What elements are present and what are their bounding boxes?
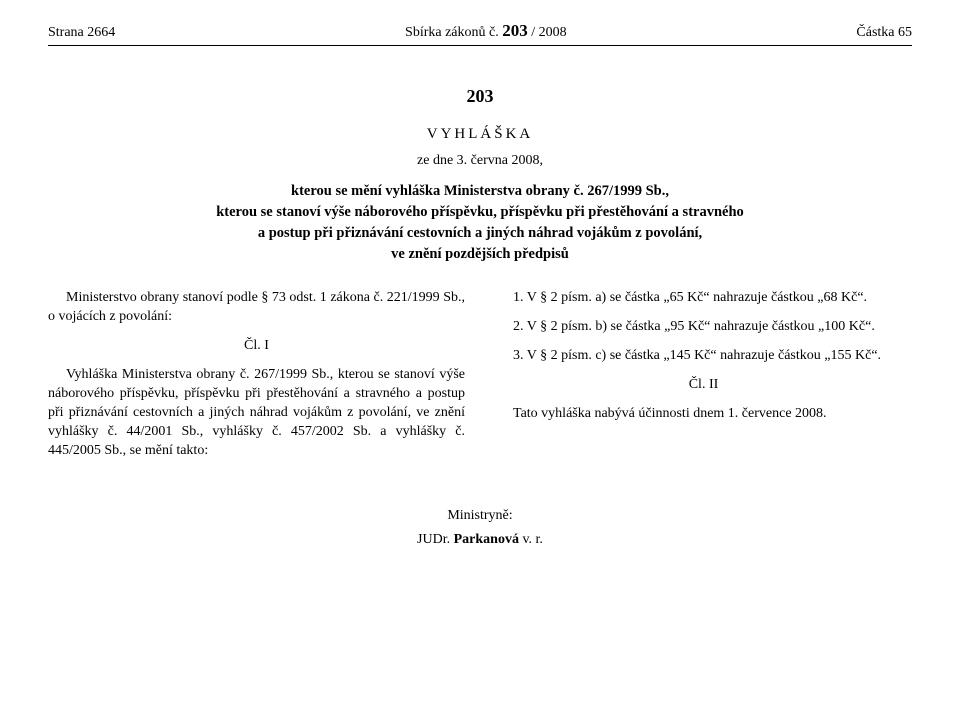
doc-title-line1: kterou se mění vyhláška Ministerstva obr… <box>90 181 870 202</box>
left-p1: Ministerstvo obrany stanoví podle § 73 o… <box>48 289 465 327</box>
right-p3: 3. V § 2 písm. c) se částka „145 Kč“ nah… <box>495 347 912 366</box>
header-right-label: Částka <box>856 25 894 40</box>
signature-name-prefix: JUDr. <box>417 532 454 547</box>
doc-title-line4: ve znění pozdějších předpisů <box>90 244 870 265</box>
header-left-page: 2664 <box>87 25 115 40</box>
doc-title-line2: kterou se stanoví výše náborového příspě… <box>90 202 870 223</box>
signature-name-suffix: v. r. <box>519 532 543 547</box>
right-p4: Tato vyhláška nabývá účinnosti dnem 1. č… <box>495 405 912 424</box>
header-left: Strana 2664 <box>48 24 115 43</box>
header-center: Sbírka zákonů č. 203 / 2008 <box>405 20 567 43</box>
doc-title-line3: a postup při přiznávání cestovních a jin… <box>90 223 870 244</box>
signature-name-bold: Parkanová <box>454 532 519 547</box>
header-right-num: 65 <box>898 25 912 40</box>
header-center-prefix: Sbírka zákonů č. <box>405 25 499 40</box>
doc-number: 203 <box>48 84 912 108</box>
signature-name: JUDr. Parkanová v. r. <box>48 531 912 550</box>
article-2-header: Čl. II <box>495 376 912 395</box>
header-center-suffix: / 2008 <box>528 25 567 40</box>
article-1-header: Čl. I <box>48 337 465 356</box>
signature-role: Ministryně: <box>48 507 912 526</box>
body-columns: Ministerstvo obrany stanoví podle § 73 o… <box>48 289 912 470</box>
right-p2: 2. V § 2 písm. b) se částka „95 Kč“ nahr… <box>495 318 912 337</box>
right-column: 1. V § 2 písm. a) se částka „65 Kč“ nahr… <box>495 289 912 470</box>
doc-date: ze dne 3. června 2008, <box>48 152 912 171</box>
left-p2: Vyhláška Ministerstva obrany č. 267/1999… <box>48 366 465 460</box>
doc-title: kterou se mění vyhláška Ministerstva obr… <box>90 181 870 265</box>
header-center-num: 203 <box>502 21 528 40</box>
header-left-label: Strana <box>48 25 84 40</box>
header-right: Částka 65 <box>856 24 912 43</box>
doc-type: VYHLÁŠKA <box>48 124 912 144</box>
right-p1: 1. V § 2 písm. a) se částka „65 Kč“ nahr… <box>495 289 912 308</box>
signature-block: Ministryně: JUDr. Parkanová v. r. <box>48 507 912 551</box>
left-column: Ministerstvo obrany stanoví podle § 73 o… <box>48 289 465 470</box>
page-header: Strana 2664 Sbírka zákonů č. 203 / 2008 … <box>48 20 912 46</box>
